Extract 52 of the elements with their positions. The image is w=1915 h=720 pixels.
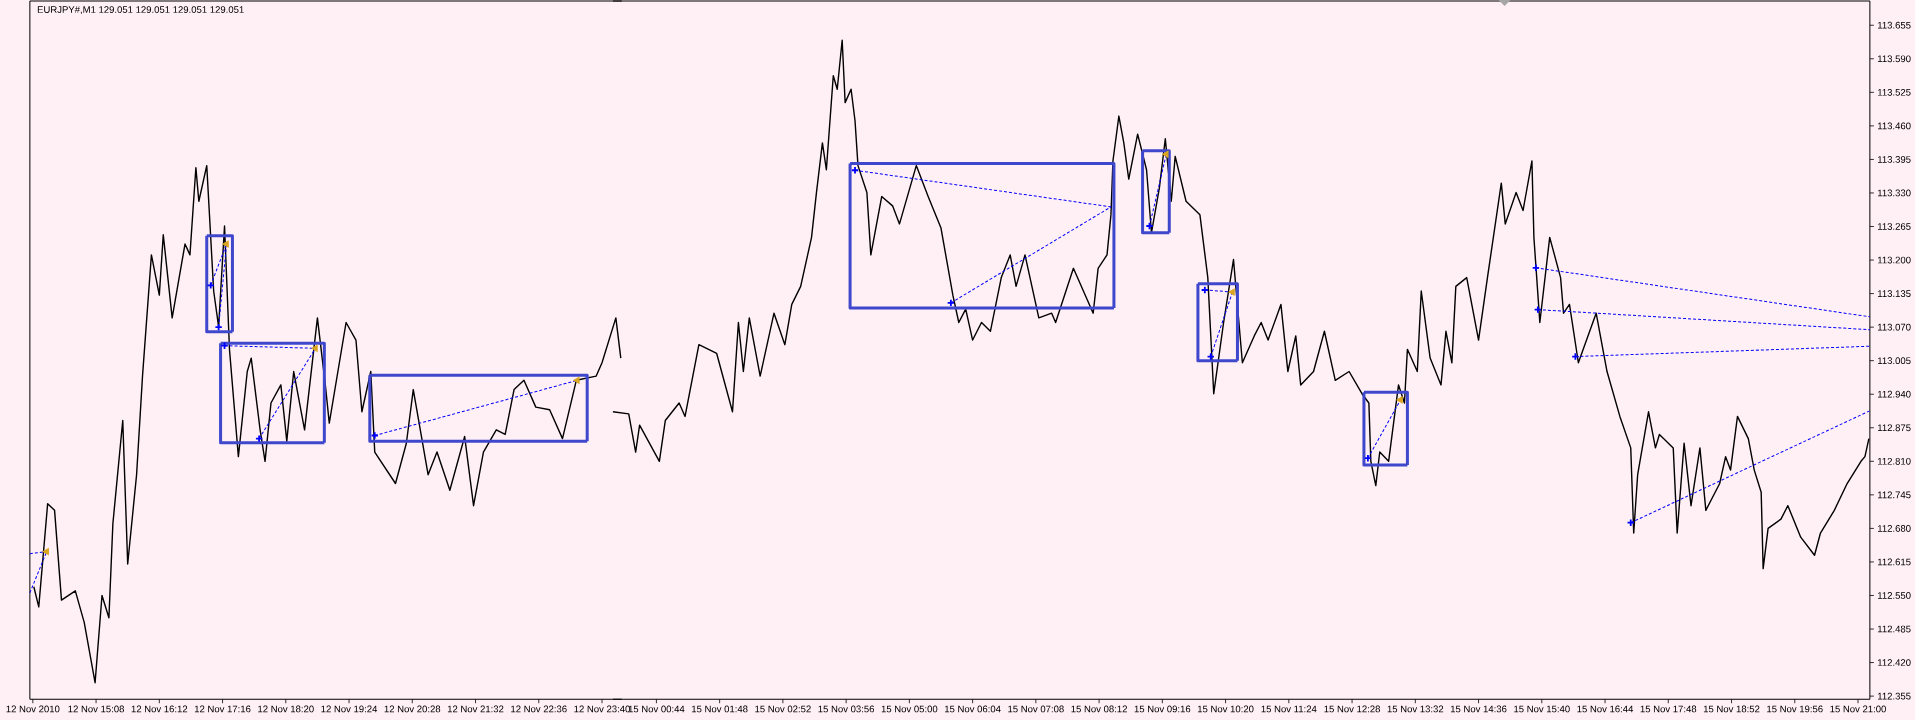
x-tick-label: 12 Nov 21:32 bbox=[447, 705, 504, 713]
chart-title: EURJPY#,M1 129.051 129.051 129.051 129.051 bbox=[37, 6, 244, 14]
x-tick-label: 15 Nov 02:52 bbox=[755, 705, 811, 713]
x-tick-label: 15 Nov 09:16 bbox=[1134, 705, 1191, 713]
x-tick-label: 15 Nov 16:44 bbox=[1577, 705, 1634, 713]
x-tick-label: 15 Nov 11:24 bbox=[1261, 705, 1317, 713]
y-tick-label: 113.200 bbox=[1877, 256, 1911, 264]
y-tick-label: 113.330 bbox=[1877, 189, 1911, 197]
y-tick-label: 113.460 bbox=[1877, 122, 1911, 130]
x-tick-label: 15 Nov 15:40 bbox=[1514, 705, 1570, 713]
y-tick-label: 113.265 bbox=[1877, 222, 1911, 230]
x-tick-label: 12 Nov 20:28 bbox=[384, 705, 441, 713]
x-tick-label: 15 Nov 05:00 bbox=[881, 705, 938, 713]
x-tick-label: 15 Nov 10:20 bbox=[1197, 705, 1254, 713]
x-tick-label: 15 Nov 18:52 bbox=[1703, 705, 1760, 713]
x-tick-label: 15 Nov 19:56 bbox=[1767, 705, 1823, 713]
x-tick-label: 15 Nov 21:00 bbox=[1830, 705, 1886, 713]
x-tick-label: 15 Nov 12:28 bbox=[1324, 705, 1380, 713]
x-tick-label: 15 Nov 07:08 bbox=[1008, 705, 1064, 713]
y-tick-label: 112.745 bbox=[1877, 491, 1911, 499]
x-tick-label: 12 Nov 17:16 bbox=[194, 705, 251, 713]
x-tick-label: 12 Nov 19:24 bbox=[321, 705, 378, 713]
y-tick-label: 112.615 bbox=[1877, 558, 1911, 566]
x-tick-label: 12 Nov 15:08 bbox=[68, 705, 124, 713]
y-tick-label: 113.005 bbox=[1877, 357, 1911, 364]
y-tick-label: 113.070 bbox=[1877, 323, 1911, 331]
y-tick-label: 112.680 bbox=[1877, 524, 1911, 532]
y-tick-label: 113.135 bbox=[1877, 290, 1911, 297]
y-tick-label: 113.590 bbox=[1877, 55, 1911, 63]
x-tick-label: 15 Nov 13:32 bbox=[1387, 705, 1444, 713]
x-tick-label: 12 Nov 23:40 bbox=[574, 705, 630, 713]
x-tick-label: 12 Nov 22:36 bbox=[511, 705, 567, 713]
x-tick-label: 15 Nov 03:56 bbox=[818, 705, 875, 713]
y-tick-label: 112.550 bbox=[1877, 591, 1911, 599]
x-tick-label: 12 Nov 16:12 bbox=[131, 705, 188, 713]
x-tick-label: 12 Nov 2010 bbox=[6, 705, 60, 713]
x-tick-label: 15 Nov 06:04 bbox=[944, 705, 1001, 713]
x-tick-label: 15 Nov 01:48 bbox=[692, 705, 748, 713]
y-tick-label: 112.420 bbox=[1877, 659, 1911, 666]
y-tick-label: 113.655 bbox=[1877, 21, 1911, 29]
y-tick-label: 113.525 bbox=[1877, 88, 1911, 96]
y-tick-label: 112.940 bbox=[1877, 390, 1911, 398]
y-tick-label: 112.355 bbox=[1877, 692, 1911, 700]
x-tick-label: 15 Nov 17:48 bbox=[1640, 705, 1697, 713]
y-tick-label: 113.395 bbox=[1877, 155, 1911, 163]
x-tick-label: 12 Nov 18:20 bbox=[258, 705, 314, 713]
x-tick-label: 15 Nov 00:44 bbox=[628, 705, 685, 713]
y-tick-label: 112.485 bbox=[1877, 625, 1911, 633]
x-tick-label: 15 Nov 14:36 bbox=[1450, 705, 1507, 713]
y-tick-label: 112.875 bbox=[1877, 424, 1911, 431]
y-tick-label: 112.810 bbox=[1877, 457, 1911, 465]
x-tick-label: 15 Nov 08:12 bbox=[1071, 705, 1127, 713]
